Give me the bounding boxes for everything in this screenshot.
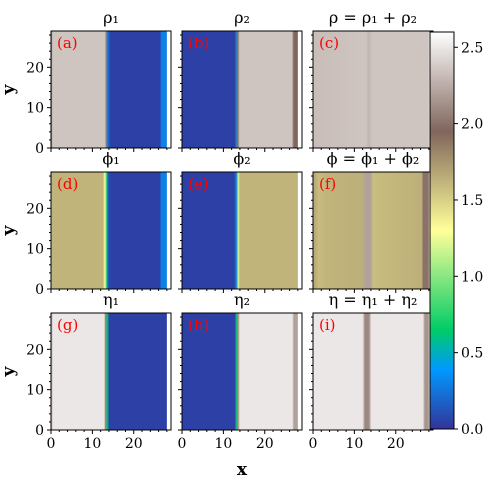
panel-frame — [50, 30, 172, 149]
colorbar-tick-label: 2.5 — [461, 40, 483, 56]
colorbar-scale — [429, 31, 455, 430]
x-tick-label: 10 — [83, 436, 101, 452]
heatmap-field — [182, 313, 298, 430]
panel-letter: (e) — [188, 175, 209, 193]
x-tick-label: 0 — [47, 436, 56, 452]
x-tick-label: 0 — [178, 436, 187, 452]
x-axis-label: x — [237, 460, 248, 480]
y-tick-label: 10 — [26, 101, 44, 117]
panel-grid: 0 10 20 ρ₁ (a) ρ₂ (b) ρ = ρ₁ + ρ₂ (c) 0 10 20 ϕ₁ (d) ϕ… — [26, 8, 434, 452]
panel-frame — [181, 171, 303, 290]
colorbar-tick-label: 0.0 — [461, 422, 483, 438]
y-tick-label: 0 — [35, 423, 44, 439]
x-tick-label: 10 — [345, 436, 363, 452]
x-tick-label: 20 — [387, 436, 405, 452]
colorbar: 0.0 0.5 1.0 1.5 2.0 2.5 — [429, 31, 483, 438]
panel-letter: (i) — [319, 316, 336, 334]
panel: ϕ₂ (e) — [178, 149, 303, 293]
panel-title: ϕ = ϕ₁ + ϕ₂ — [327, 149, 420, 168]
heatmap-field — [313, 313, 429, 430]
panel-frame — [181, 312, 303, 431]
colorbar-tick-label: 1.0 — [461, 269, 483, 285]
y-tick-label: 20 — [26, 342, 44, 358]
y-tick-label: 10 — [26, 383, 44, 399]
panel-title: η = η₁ + η₂ — [329, 290, 418, 309]
axis-labels: y y y x — [0, 83, 248, 480]
heatmap-field — [51, 31, 167, 148]
heatmap-field — [182, 31, 298, 148]
y-axis-label: y — [0, 224, 19, 236]
panel-letter: (c) — [319, 34, 339, 52]
panel-title: ρ₁ — [103, 8, 119, 27]
y-tick-label: 0 — [35, 282, 44, 298]
panel-title: η₂ — [234, 290, 250, 309]
panel: ρ₂ (b) — [178, 8, 303, 152]
x-tick-label: 10 — [214, 436, 232, 452]
colorbar-tick-label: 1.5 — [461, 193, 483, 209]
panel-title: η₁ — [103, 290, 119, 309]
heatmap-field — [313, 31, 429, 148]
panel-letter: (f) — [319, 175, 336, 193]
panel: ϕ = ϕ₁ + ϕ₂ (f) — [309, 149, 434, 293]
colorbar-tick-label: 2.0 — [461, 117, 483, 133]
y-tick-label: 20 — [26, 60, 44, 76]
heatmap-field — [51, 172, 167, 289]
y-axis-label: y — [0, 365, 19, 377]
heatmap-field — [182, 172, 298, 289]
y-tick-label: 20 — [26, 201, 44, 217]
panel-title: ρ₂ — [234, 8, 250, 27]
panel-letter: (d) — [57, 175, 78, 193]
y-tick-label: 10 — [26, 242, 44, 258]
panel: 0 10 20 ρ₁ (a) — [26, 8, 172, 157]
panel-letter: (a) — [57, 34, 78, 52]
panel: ρ = ρ₁ + ρ₂ (c) — [309, 8, 434, 152]
heatmap-field — [51, 313, 167, 430]
panel: 0 10 20 η₂ (h) — [178, 290, 303, 452]
panel-letter: (b) — [188, 34, 209, 52]
panel-frame — [50, 312, 172, 431]
x-tick-label: 20 — [256, 436, 274, 452]
panel-frame — [181, 30, 303, 149]
panel-title: ϕ₂ — [233, 149, 250, 168]
panel: 0 10 20 0 10 20 η₁ (g) — [26, 290, 172, 452]
panel: 0 10 20 η = η₁ + η₂ (i) — [309, 290, 434, 452]
panel-title: ϕ₁ — [102, 149, 119, 168]
y-axis-label: y — [0, 83, 19, 95]
y-tick-label: 0 — [35, 141, 44, 157]
panel-letter: (g) — [57, 316, 78, 334]
panel-letter: (h) — [188, 316, 209, 334]
panel: 0 10 20 ϕ₁ (d) — [26, 149, 172, 298]
x-tick-label: 20 — [125, 436, 143, 452]
x-tick-label: 0 — [309, 436, 318, 452]
heatmap-field — [313, 172, 429, 289]
panel-title: ρ = ρ₁ + ρ₂ — [329, 8, 417, 27]
panel-frame — [50, 171, 172, 290]
colorbar-tick-label: 0.5 — [461, 346, 483, 362]
